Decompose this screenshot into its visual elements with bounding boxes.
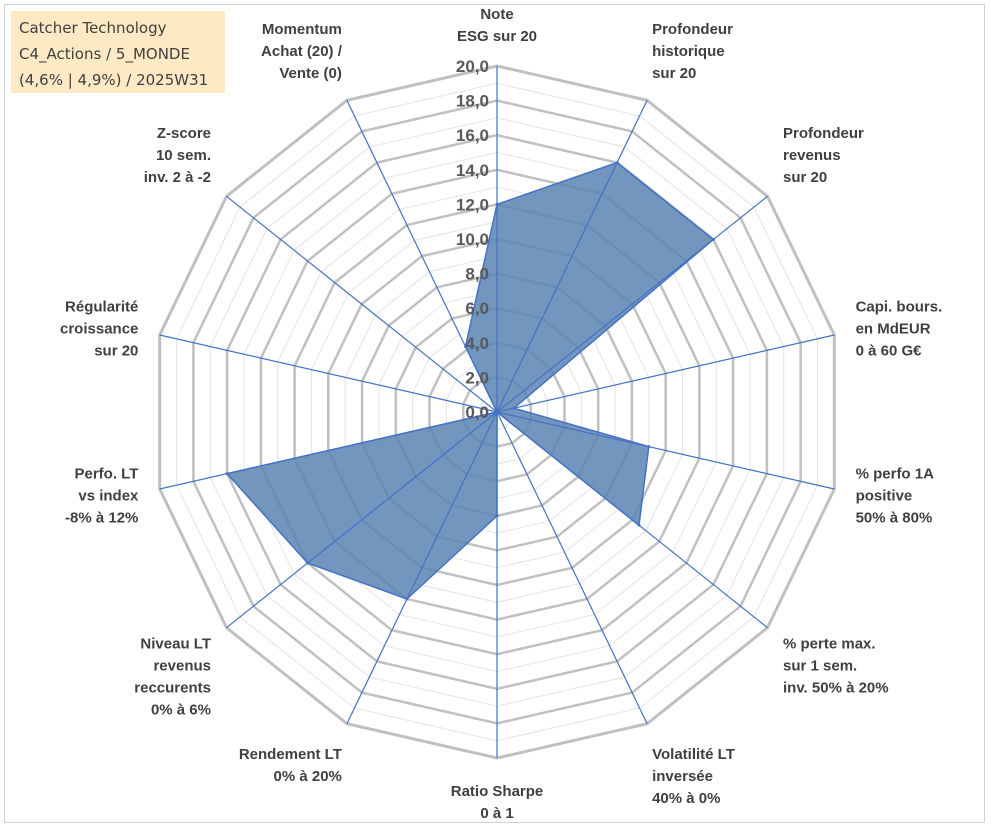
axis-label-line: sur 20 xyxy=(783,169,827,186)
axis-label-line: 10 sem. xyxy=(156,147,211,164)
axis-label-line: inv. 50% à 20% xyxy=(783,679,889,696)
title-line-2: C4_Actions / 5_MONDE xyxy=(19,45,190,63)
axis-spoke xyxy=(226,195,498,413)
tick-label: 10,0 xyxy=(456,230,489,249)
axis-label-line: 0% à 20% xyxy=(274,768,342,785)
axis-label-line: Achat (20) / xyxy=(261,43,343,60)
axis-label-line: % perfo 1A xyxy=(856,466,935,483)
axis-label-line: Rendement LT xyxy=(239,746,342,763)
axis-label: Rendement LT 0% à 20% xyxy=(239,746,342,785)
axis-spoke xyxy=(346,100,498,413)
axis-label-line: vs index xyxy=(78,488,139,505)
axis-label-line: positive xyxy=(856,488,913,505)
axis-label-line: 0 à 60 G€ xyxy=(856,342,923,359)
axis-label-line: inversée xyxy=(652,768,713,785)
axis-label: Perfo. LT vs index -8% à 12% xyxy=(65,466,139,527)
axis-label: Profondeur revenus sur 20 xyxy=(783,125,864,186)
axis-label-line: Profondeur xyxy=(652,21,733,38)
radar-axis-labels: Note ESG sur 20 Profondeur historique sur 20… xyxy=(60,6,942,822)
title-line-3: (4,6% | 4,9%) / 2025W31 xyxy=(19,71,209,89)
axis-label-line: croissance xyxy=(60,320,138,337)
radar-spokes xyxy=(159,66,835,758)
axis-spoke xyxy=(346,411,498,724)
axis-label: Profondeur historique sur 20 xyxy=(652,21,733,82)
axis-label-line: inv. 2 à -2 xyxy=(144,169,211,186)
axis-label-line: sur 20 xyxy=(94,342,138,359)
axis-label: % perfo 1A positive 50% à 80% xyxy=(856,466,935,527)
axis-label: Ratio Sharpe 0 à 1 xyxy=(451,783,544,822)
tick-label: 20,0 xyxy=(456,57,489,76)
tick-label: 4,0 xyxy=(465,334,489,353)
axis-label-line: Z-score xyxy=(157,125,211,142)
axis-label-line: % perte max. xyxy=(783,635,876,652)
axis-label-line: Niveau LT xyxy=(140,635,211,652)
chart-title-box: Catcher Technology C4_Actions / 5_MONDE … xyxy=(11,11,225,93)
axis-spoke xyxy=(496,100,648,413)
axis-label: Note ESG sur 20 xyxy=(457,6,537,45)
axis-label-line: Note xyxy=(480,6,513,23)
title-line-1: Catcher Technology xyxy=(19,19,167,37)
axis-label: Régularité croissance sur 20 xyxy=(60,298,138,359)
tick-label: 12,0 xyxy=(456,195,489,214)
axis-label-line: historique xyxy=(652,43,725,60)
axis-label-line: en MdEUR xyxy=(856,320,931,337)
axis-label-line: sur 20 xyxy=(652,65,696,82)
axis-spoke xyxy=(496,411,648,724)
axis-label-line: Régularité xyxy=(65,298,138,315)
tick-label: 6,0 xyxy=(465,299,489,318)
axis-label: % perte max. sur 1 sem. inv. 50% à 20% xyxy=(783,635,889,696)
axis-label-line: reccurents xyxy=(134,679,211,696)
chart-frame xyxy=(4,4,985,823)
radar-tick-labels: 0,0 2,0 4,0 6,0 8,0 10,0 12,0 14,0 16,0 18,0 20,0 xyxy=(456,57,489,422)
axis-label: Volatilité LT inversée 40% à 0% xyxy=(652,746,735,807)
axis-label: Capi. bours. en MdEUR 0 à 60 G€ xyxy=(856,298,943,359)
axis-label-line: Volatilité LT xyxy=(652,746,735,763)
tick-label: 0,0 xyxy=(465,403,489,422)
tick-label: 8,0 xyxy=(465,265,489,284)
axis-label-line: 50% à 80% xyxy=(856,510,933,527)
axis-label-line: revenus xyxy=(783,147,841,164)
tick-label: 2,0 xyxy=(465,368,489,387)
axis-label-line: ESG sur 20 xyxy=(457,28,537,45)
axis-label-line: Profondeur xyxy=(783,125,864,142)
tick-label: 14,0 xyxy=(456,161,489,180)
axis-label: Niveau LT revenus reccurents 0% à 6% xyxy=(134,635,211,718)
axis-label-line: Ratio Sharpe xyxy=(451,783,544,800)
axis-spoke xyxy=(496,334,835,413)
axis-spoke xyxy=(496,411,768,629)
tick-label: 16,0 xyxy=(456,126,489,145)
axis-label-line: Momentum xyxy=(262,21,342,38)
axis-label-line: 0 à 1 xyxy=(480,805,513,822)
axis-label-line: 40% à 0% xyxy=(652,790,720,807)
axis-spoke xyxy=(226,411,498,629)
axis-spoke xyxy=(159,334,498,413)
axis-label: Momentum Achat (20) / Vente (0) xyxy=(261,21,343,82)
axis-label-line: Capi. bours. xyxy=(856,298,943,315)
axis-label: Z-score 10 sem. inv. 2 à -2 xyxy=(144,125,211,186)
axis-label-line: sur 1 sem. xyxy=(783,657,857,674)
axis-label-line: -8% à 12% xyxy=(65,510,138,527)
axis-label-line: 0% à 6% xyxy=(151,701,211,718)
axis-label-line: Perfo. LT xyxy=(75,466,139,483)
axis-spoke xyxy=(159,411,498,490)
axis-label-line: Vente (0) xyxy=(279,65,342,82)
tick-label: 18,0 xyxy=(456,92,489,111)
axis-label-line: revenus xyxy=(153,657,211,674)
axis-spoke xyxy=(496,195,768,413)
axis-spoke xyxy=(496,411,835,490)
